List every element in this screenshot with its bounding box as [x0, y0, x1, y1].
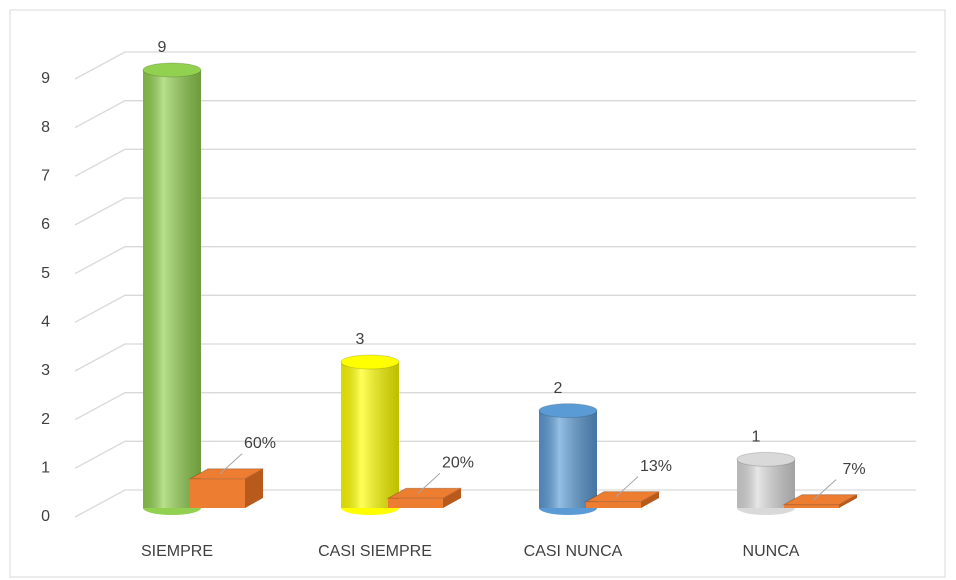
y-tick-label: 5: [41, 265, 50, 282]
data-label: 7%: [842, 461, 865, 478]
grid-line: [74, 392, 916, 421]
grid-line: [74, 294, 916, 323]
cylinder-top: [538, 403, 598, 419]
box: [188, 468, 265, 508]
cylinder-shade: [143, 70, 201, 508]
leader-line: [615, 476, 639, 498]
data-label: 3: [356, 331, 365, 348]
box-front: [784, 504, 839, 508]
grid-line: [74, 100, 916, 129]
y-tick-label: 0: [41, 508, 50, 525]
box-top: [584, 491, 661, 503]
x-tick-label: CASI SIEMPRE: [318, 543, 432, 560]
cylinder-top: [142, 62, 202, 78]
data-label: 2: [554, 380, 563, 397]
y-tick-label: 6: [41, 216, 50, 233]
grid-line: [74, 197, 916, 226]
cylinder-top: [736, 451, 796, 467]
data-label: 9: [158, 39, 167, 56]
grid-line: [74, 148, 916, 177]
cylinder-shade: [737, 459, 795, 508]
grid-line: [74, 246, 916, 275]
box-front: [190, 478, 245, 508]
x-tick-label: SIEMPRE: [141, 543, 213, 560]
grid-line: [74, 440, 916, 469]
y-tick-label: 9: [41, 70, 50, 87]
y-tick-label: 7: [41, 168, 50, 185]
cylinder: [142, 62, 202, 515]
box-front: [388, 498, 443, 508]
leader-line: [417, 472, 441, 494]
box-side: [443, 488, 461, 508]
box-top: [782, 494, 859, 506]
box: [782, 494, 859, 508]
y-tick-label: 1: [41, 460, 50, 477]
cylinder: [340, 354, 400, 515]
box: [386, 487, 463, 508]
grid-line: [74, 343, 916, 372]
y-tick-label: 2: [41, 411, 50, 428]
box-side: [641, 491, 659, 508]
leader-line: [813, 479, 837, 500]
data-label: 13%: [640, 458, 672, 475]
box-side: [245, 468, 263, 508]
chart-frame: [9, 9, 946, 578]
x-tick-label: CASI NUNCA: [524, 543, 623, 560]
box: [584, 491, 661, 508]
box-front: [586, 501, 641, 508]
y-tick-label: 4: [41, 314, 50, 331]
cylinder-shade: [341, 362, 399, 508]
cylinder-shade: [539, 410, 597, 508]
y-tick-label: 3: [41, 362, 50, 379]
cylinder-top: [340, 354, 400, 370]
box-side: [839, 494, 857, 508]
data-label: 20%: [442, 454, 474, 471]
grid-line: [74, 51, 916, 80]
cylinder: [538, 403, 598, 515]
leader-line: [219, 453, 243, 475]
grid-line: [74, 489, 916, 518]
cylinder: [736, 451, 796, 515]
data-label: 60%: [244, 435, 276, 452]
y-tick-label: 8: [41, 119, 50, 136]
x-tick-label: NUNCA: [743, 543, 800, 560]
data-label: 1: [752, 429, 761, 446]
